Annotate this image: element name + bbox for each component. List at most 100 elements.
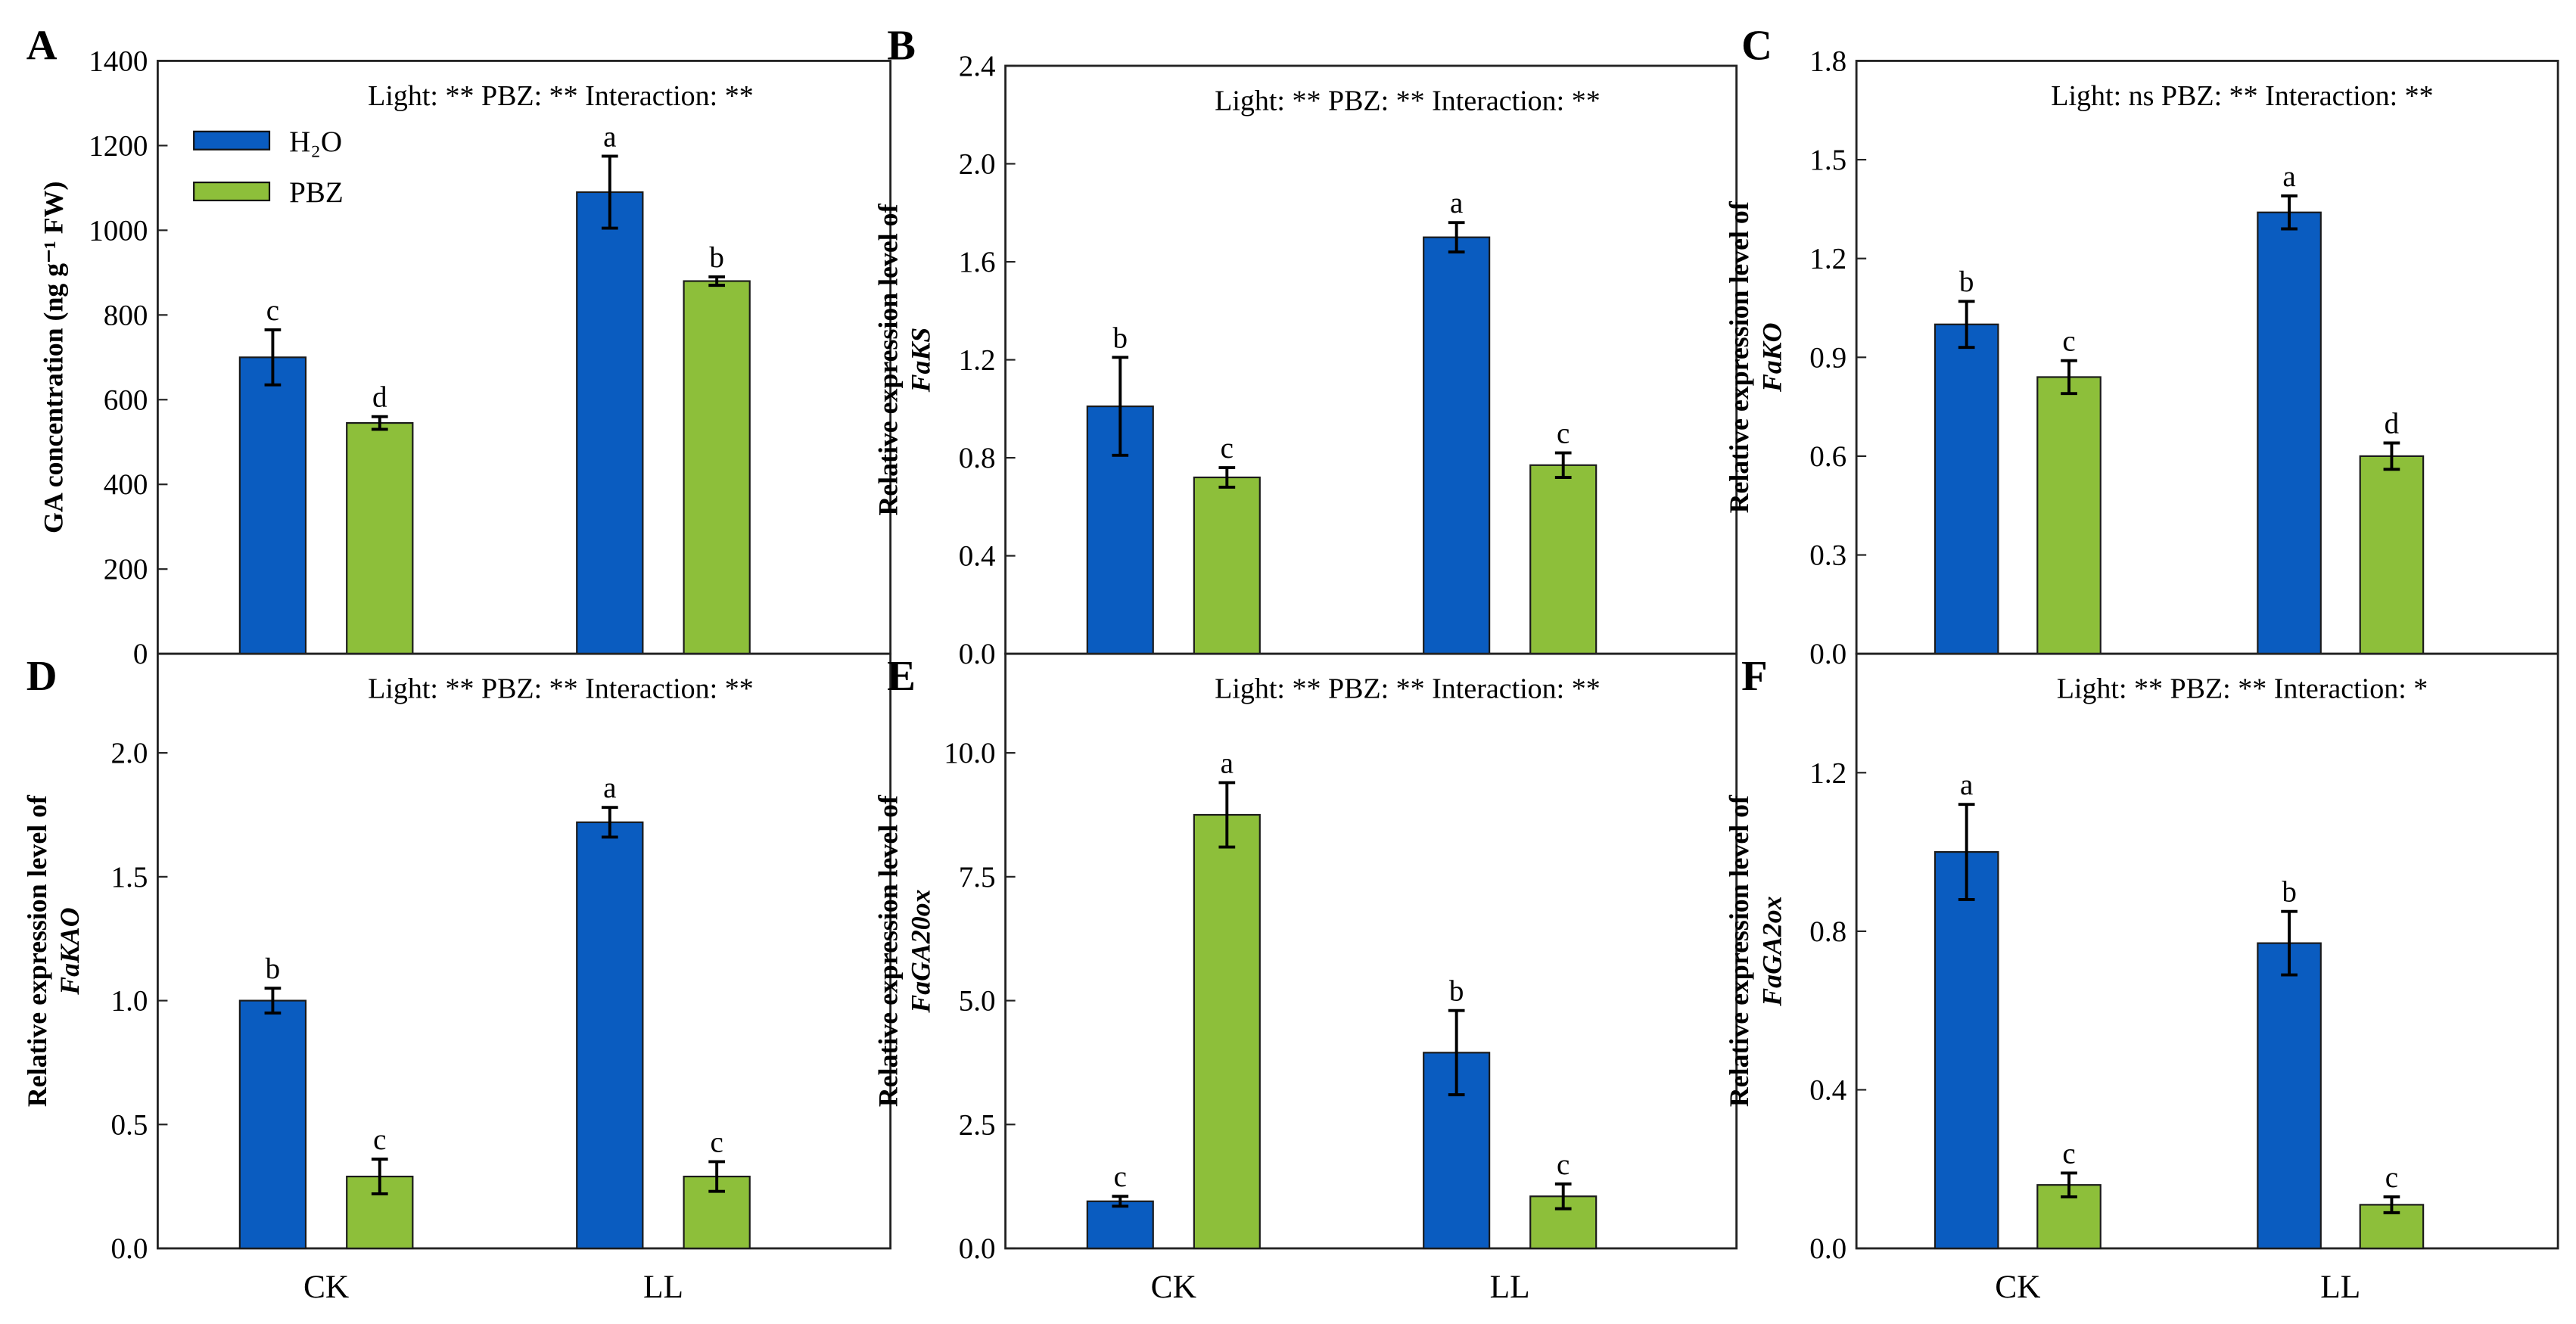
x-category-label: CK (303, 1269, 349, 1305)
bar-ck-pbz (1193, 813, 1261, 1250)
y-tick-label: 2.4 (959, 50, 996, 82)
significance-letter: d (372, 381, 387, 414)
x-category-label: LL (2320, 1269, 2360, 1305)
panel-d: 0.0 0.5 1.0 1.5 2.0 D Light: ** PBZ: ** Intera… (22, 652, 892, 1305)
panel-a: 0 200 400 600 800 1000 1200 1400 A Light: ** PBZ:… (26, 22, 892, 670)
bar-ck-h2o (1934, 851, 1999, 1250)
y-axis-gene-name: FaKAO (54, 907, 85, 995)
bar-ck-h2o (238, 999, 307, 1250)
bar-ll-pbz (2359, 455, 2425, 655)
y-axis-gene-name: FaGA20ox (906, 889, 936, 1013)
y-tick-label: 0.5 (111, 1108, 148, 1141)
y-tick-label: 800 (104, 299, 148, 331)
significance-letter: b (1113, 322, 1128, 354)
y-tick-label: 0.0 (111, 1232, 148, 1265)
y-tick-label: 10.0 (944, 737, 995, 769)
significance-letter: c (1114, 1161, 1127, 1193)
significance-letter: a (2282, 160, 2295, 193)
y-tick-label: 1.0 (111, 985, 148, 1018)
panel-letter: B (887, 22, 916, 69)
bar-ll-h2o (1423, 236, 1491, 655)
y-tick-label: 1.5 (111, 861, 148, 894)
significance-letter: b (709, 241, 724, 274)
y-tick-label: 0 (133, 638, 148, 670)
y-tick-label: 2.0 (959, 148, 996, 181)
panel-b: 0.0 0.4 0.8 1.2 1.6 2.0 2.4 B Light: ** PBZ: ** … (873, 22, 1738, 670)
significance-letter: c (1221, 432, 1234, 465)
y-tick-label: 2.0 (111, 737, 148, 769)
panel-letter: F (1741, 653, 1767, 700)
y-tick-label: 1.2 (1809, 757, 1846, 789)
x-category-label: CK (1995, 1269, 2040, 1305)
y-tick-label: 600 (104, 384, 148, 416)
y-tick-label: 5.0 (959, 985, 996, 1018)
legend-label-h2o: H₂O (289, 126, 342, 158)
y-tick-label: 200 (104, 553, 148, 586)
significance-letter: a (1960, 769, 1973, 801)
bar-ll-pbz (683, 280, 751, 655)
significance-annotation: Light: ** PBZ: ** Interaction: ** (368, 673, 754, 705)
x-category-label: LL (1490, 1269, 1530, 1305)
y-tick-label: 1200 (89, 129, 148, 162)
significance-letter: c (373, 1124, 386, 1156)
y-axis-gene-name: FaKS (906, 328, 936, 393)
y-tick-label: 0.0 (1809, 638, 1846, 670)
significance-letter: c (1557, 418, 1570, 450)
y-tick-label: 7.5 (959, 861, 996, 894)
y-axis-label: Relative expression level of (873, 203, 903, 515)
significance-letter: c (2385, 1161, 2398, 1194)
x-category-label: LL (643, 1269, 683, 1305)
x-category-label: CK (1151, 1269, 1196, 1305)
plot-frame (1004, 652, 1738, 1250)
y-tick-label: 1.2 (959, 344, 996, 377)
y-tick-label: 0.8 (959, 442, 996, 474)
bar-ck-h2o (1086, 1200, 1154, 1250)
y-tick-label: 0.6 (1809, 440, 1846, 473)
bar-ck-pbz (1193, 476, 1261, 655)
panel-e: 0.0 2.5 5.0 7.5 10.0 E Light: ** PBZ: ** Inter… (873, 652, 1738, 1305)
panel-letter: D (26, 653, 58, 700)
y-tick-label: 1.8 (1809, 45, 1846, 77)
bar-ck-pbz (2036, 376, 2102, 655)
significance-annotation: Light: ** PBZ: ** Interaction: * (2057, 673, 2428, 705)
significance-letter: b (1959, 266, 1974, 298)
y-tick-label: 0.4 (959, 540, 996, 573)
y-axis-label: Relative expression level of (22, 794, 52, 1107)
significance-letter: c (2062, 1137, 2075, 1170)
significance-annotation: Light: ** PBZ: ** Interaction: ** (1215, 673, 1601, 705)
y-tick-label: 0.9 (1809, 341, 1846, 374)
y-tick-label: 0.0 (959, 638, 996, 670)
y-tick-label: 0.0 (959, 1232, 996, 1265)
bar-ll-h2o (2257, 211, 2322, 655)
panel-letter: A (26, 22, 58, 69)
y-tick-label: 1.2 (1809, 243, 1846, 275)
bar-ck-h2o (238, 356, 307, 655)
panel-f: 0.0 0.4 0.8 1.2 F Light: ** PBZ: ** Interacti… (1724, 652, 2559, 1305)
significance-letter: a (603, 772, 616, 804)
significance-letter: b (266, 953, 281, 985)
bar-ll-h2o (576, 821, 644, 1250)
y-axis-gene-name: FaKO (1756, 323, 1787, 393)
y-tick-label: 2.5 (959, 1108, 996, 1141)
significance-letter: d (2385, 407, 2400, 440)
significance-letter: c (266, 294, 279, 327)
panel-letter: C (1741, 22, 1772, 69)
y-axis-label: Relative expression level of (1724, 200, 1754, 513)
legend-label-pbz: PBZ (289, 176, 344, 209)
significance-annotation: Light: ** PBZ: ** Interaction: ** (1215, 85, 1601, 117)
legend-swatch-pbz (193, 182, 271, 202)
y-tick-label: 0.8 (1809, 915, 1846, 948)
significance-letter: a (1221, 747, 1234, 779)
y-tick-label: 1.5 (1809, 144, 1846, 176)
significance-letter: c (710, 1126, 723, 1158)
y-tick-label: 0.4 (1809, 1074, 1846, 1106)
panel-c: 0.0 0.3 0.6 0.9 1.2 1.5 1.8 C Light: ns PBZ: ** … (1724, 22, 2559, 670)
y-axis-label: GA concentration (ng g⁻¹ FW) (38, 182, 68, 533)
bar-ll-h2o (576, 191, 644, 655)
legend-swatch-h2o (193, 130, 271, 151)
bar-ll-pbz (1529, 464, 1598, 655)
y-tick-label: 400 (104, 468, 148, 501)
y-axis-label: Relative expression level of (873, 794, 903, 1107)
bar-ll-h2o (2257, 942, 2322, 1250)
significance-letter: c (1557, 1148, 1570, 1181)
